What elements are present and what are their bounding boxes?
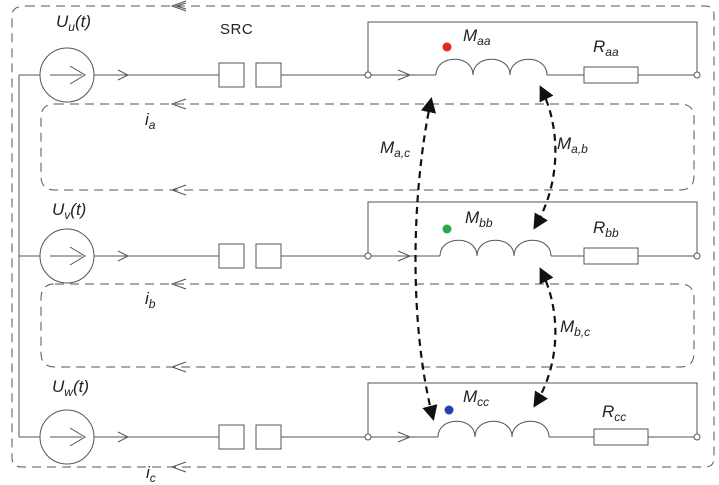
inductance-label-bb: Mbb: [465, 208, 493, 230]
node-right-c: [693, 433, 701, 441]
src-box-left-b: [218, 243, 245, 269]
inductance-label-aa: Maa: [463, 26, 491, 48]
src-box-right-c: [255, 424, 282, 450]
mutual-label-a-b: Ma,b: [557, 134, 588, 156]
node-left-c: [364, 433, 372, 441]
coil-arrow-icon-c: [397, 431, 412, 443]
wire-return-b: [367, 201, 698, 253]
node-right-a: [693, 71, 701, 79]
node-right-b: [693, 252, 701, 260]
current-loop-a: [40, 103, 695, 191]
source-label-u: Uu(t): [56, 12, 92, 34]
src-box-right-b: [255, 243, 282, 269]
loop-direction-markers: [170, 0, 187, 473]
mutual-arrow-a-c: [414, 96, 438, 421]
resistance-label-cc: Rcc: [602, 402, 627, 424]
current-loop-b: [40, 283, 695, 368]
current-label-a: ia: [145, 110, 156, 132]
src-box-left-a: [218, 62, 245, 88]
coil-arrow-icon-a: [397, 69, 412, 81]
src-box-right-a: [255, 62, 282, 88]
inductor-coil-b: [439, 239, 552, 257]
mutual-label-b-c: Mb,c: [560, 317, 591, 339]
source-arrow-icon-c: [50, 427, 86, 447]
src-label: SRC: [220, 21, 254, 38]
resistor-a: [583, 66, 639, 84]
wire-return-a: [367, 21, 698, 72]
source-label-w: Uw(t): [52, 377, 89, 399]
mutual-label-a-c: Ma,c: [380, 138, 411, 160]
source-label-v: Uv(t): [52, 200, 87, 222]
mutual-arrow-a-b: [533, 85, 557, 230]
node-left-a: [364, 71, 372, 79]
inductance-label-cc: Mcc: [463, 387, 490, 409]
current-arrow-icon-a: [117, 69, 130, 81]
current-arrow-icon-b: [117, 250, 130, 262]
outer-loop: [11, 5, 715, 468]
src-box-left-c: [218, 424, 245, 450]
source-arrow-icon-b: [50, 246, 86, 266]
resistor-b: [583, 247, 639, 265]
inductor-coil-a: [435, 58, 548, 76]
coil-arrow-icon-b: [397, 250, 412, 262]
polarity-dot-a: [442, 42, 452, 52]
wire-return-c: [367, 382, 698, 434]
mutual-arrow-b-c: [533, 267, 557, 408]
polarity-dot-c: [444, 405, 454, 415]
inductor-coil-c: [437, 420, 550, 438]
polarity-dot-b: [442, 224, 452, 234]
current-label-c: ic: [146, 463, 156, 485]
resistance-label-aa: Raa: [593, 37, 619, 59]
node-left-b: [364, 252, 372, 260]
current-arrow-icon-c: [117, 431, 130, 443]
source-arrow-icon-a: [50, 65, 86, 85]
current-label-b: ib: [145, 289, 156, 311]
resistor-c: [593, 428, 649, 446]
resistance-label-bb: Rbb: [593, 218, 619, 240]
phase-rows: [19, 21, 701, 465]
